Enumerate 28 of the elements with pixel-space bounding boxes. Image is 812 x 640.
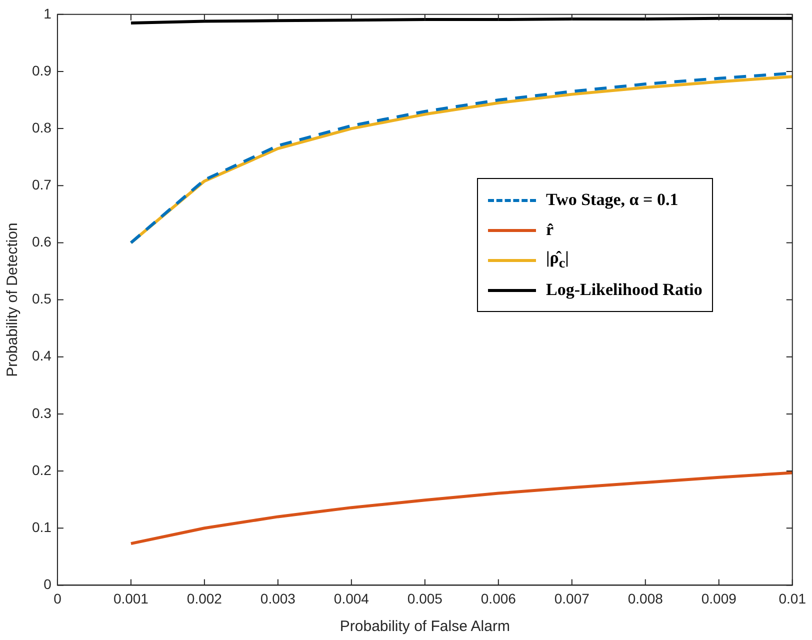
x-tick-label: 0.005 (407, 590, 443, 606)
x-tick-label: 0.006 (480, 590, 516, 606)
x-tick-label: 0.009 (701, 590, 737, 606)
x-tick-label: 0.001 (113, 590, 149, 606)
y-tick-label: 0.8 (32, 119, 52, 136)
y-tick-label: 0.5 (32, 290, 52, 307)
y-tick-label: 0.3 (32, 404, 52, 421)
x-tick-label: 0.004 (334, 590, 370, 606)
y-tick-label: 0.9 (32, 62, 52, 78)
x-axis-title: Probability of False Alarm (340, 618, 510, 636)
y-tick-label: 1 (44, 5, 52, 22)
x-tick-label: 0.003 (260, 590, 296, 606)
legend-label: |ρ̂$_{c}$| (546, 248, 569, 272)
y-tick-label: 0.6 (32, 234, 52, 250)
y-tick-label: 0.2 (32, 462, 52, 478)
legend-label: Two Stage, α = 0.1 (546, 190, 678, 210)
y-tick-label: 0.4 (32, 348, 52, 364)
y-axis-title: Probability of Detection (4, 222, 22, 377)
x-tick-label: 0.01 (778, 590, 806, 606)
y-tick-label: 0.1 (32, 518, 52, 535)
legend-label: Log-Likelihood Ratio (546, 280, 702, 300)
legend-label: r̂ (546, 220, 554, 240)
x-tick-label: 0.007 (554, 590, 590, 606)
y-tick-label: 0 (44, 576, 52, 592)
x-tick-label: 0.008 (628, 590, 664, 606)
x-tick-label: 0 (54, 590, 62, 606)
x-tick-label: 0.002 (186, 590, 222, 606)
y-tick-label: 0.7 (32, 176, 52, 192)
